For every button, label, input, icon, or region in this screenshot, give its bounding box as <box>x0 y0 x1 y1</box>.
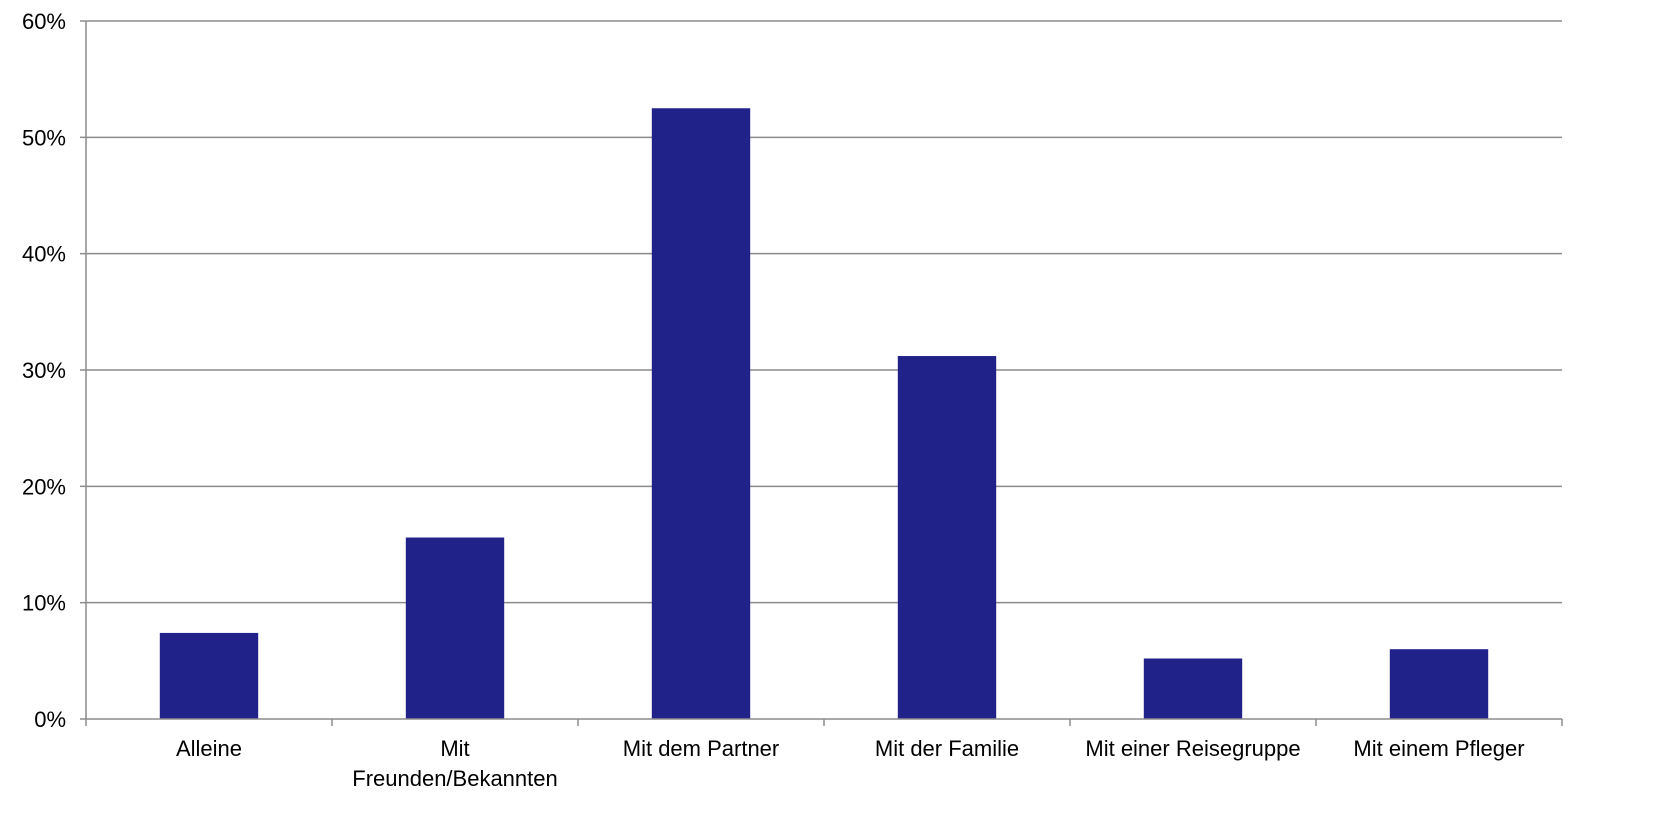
x-category-label-line: Mit einer Reisegruppe <box>1085 736 1300 761</box>
bar <box>897 356 997 719</box>
x-category-label: Mit einer Reisegruppe <box>1085 736 1300 761</box>
y-tick-label: 0% <box>34 707 66 732</box>
y-tick-label: 40% <box>22 242 66 267</box>
x-category-label-line: Mit dem Partner <box>623 736 780 761</box>
bar <box>651 108 751 719</box>
x-category-label-line: Mit <box>440 736 469 761</box>
x-category-label-line: Mit der Familie <box>875 736 1019 761</box>
x-category-label: Mit dem Partner <box>623 736 780 761</box>
x-category-label: Mit einem Pfleger <box>1353 736 1524 761</box>
x-category-label-line: Alleine <box>176 736 242 761</box>
bar <box>405 537 505 719</box>
x-category-label: Mit Freunden/Bekannten <box>352 736 558 791</box>
bars <box>159 108 1489 719</box>
axes <box>80 20 1563 726</box>
bar <box>159 632 259 719</box>
y-tick-label: 60% <box>22 9 66 34</box>
y-tick-label: 20% <box>22 474 66 499</box>
x-category-label-line: Mit einem Pfleger <box>1353 736 1524 761</box>
y-tick-label: 10% <box>22 591 66 616</box>
y-tick-label: 30% <box>22 358 66 383</box>
x-category-label-line: Freunden/Bekannten <box>352 766 558 791</box>
bar <box>1143 658 1243 719</box>
gridlines <box>86 20 1562 604</box>
x-category-label: Mit der Familie <box>875 736 1019 761</box>
bar <box>1389 649 1489 719</box>
x-axis-category-labels: Alleine Mit Freunden/Bekannten Mit dem Part… <box>176 736 1525 791</box>
x-category-label: Alleine <box>176 736 242 761</box>
y-axis-tick-labels: 0% 10% 20% 30% 40% 50% 60% <box>22 9 66 732</box>
y-tick-label: 50% <box>22 125 66 150</box>
